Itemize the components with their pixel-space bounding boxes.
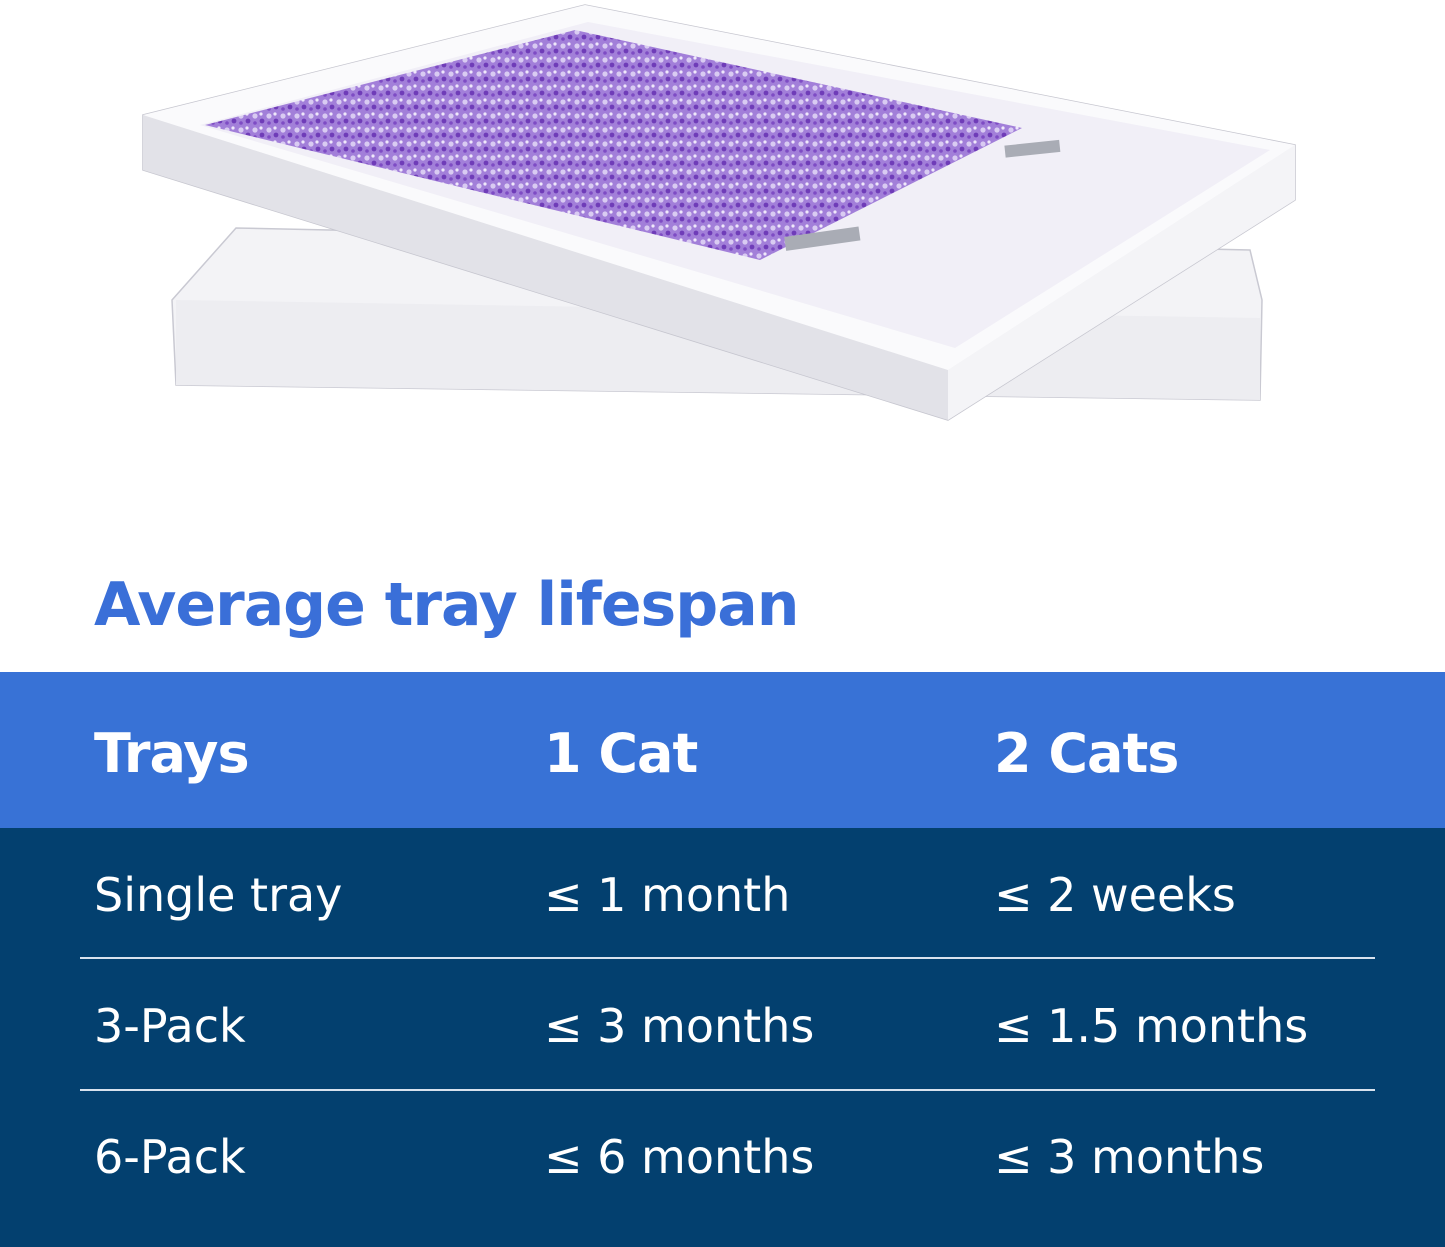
litter-tray-product-image [142, 4, 1296, 421]
header-1-cat: 1 Cat [544, 722, 698, 785]
table-header: Trays 1 Cat 2 Cats [0, 672, 1445, 828]
header-2-cats: 2 Cats [994, 722, 1179, 785]
lifespan-1-cat: ≤ 3 months [544, 999, 815, 1053]
lifespan-1-cat: ≤ 1 month [544, 868, 791, 922]
lifespan-1-cat: ≤ 6 months [544, 1130, 815, 1184]
lifespan-2-cats: ≤ 1.5 months [994, 999, 1309, 1053]
row-divider [80, 957, 1375, 959]
tray-type: Single tray [94, 868, 343, 922]
tray-type: 6-Pack [94, 1130, 246, 1184]
lifespan-2-cats: ≤ 3 months [994, 1130, 1265, 1184]
row-divider [80, 1089, 1375, 1091]
header-trays: Trays [94, 722, 250, 785]
lifespan-2-cats: ≤ 2 weeks [994, 868, 1236, 922]
litter-crystals [205, 30, 1022, 260]
tray-type: 3-Pack [94, 999, 246, 1053]
section-title: Average tray lifespan [94, 570, 799, 640]
table-body: Single tray ≤ 1 month ≤ 2 weeks 3-Pack ≤… [0, 828, 1445, 1247]
